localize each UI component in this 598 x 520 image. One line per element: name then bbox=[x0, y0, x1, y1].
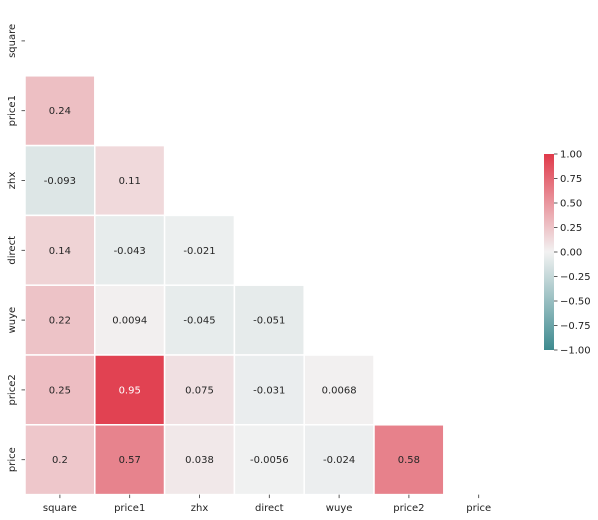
colorbar-tick-label: 0.00 bbox=[560, 248, 582, 259]
colorbar-tick-label: −1.00 bbox=[560, 346, 591, 357]
cell-value-label: -0.043 bbox=[114, 246, 146, 257]
x-tick-label: price1 bbox=[114, 503, 145, 514]
heatmap-cell bbox=[94, 144, 166, 217]
heatmap-cell bbox=[94, 424, 166, 496]
colorbar-tick-label: −0.25 bbox=[560, 272, 591, 283]
cell-value-label: -0.021 bbox=[183, 246, 215, 257]
cell-value-label: 0.24 bbox=[49, 106, 71, 117]
heatmap-cell bbox=[303, 424, 375, 496]
colorbar-tick-label: 0.25 bbox=[560, 223, 582, 234]
heatmap-cell bbox=[94, 354, 166, 426]
heatmap-cell bbox=[373, 424, 445, 496]
cell-value-label: 0.2 bbox=[52, 455, 68, 466]
heatmap-cells: 0.24 -0.093 0.11 0.14 -0.043 -0.021 0.22 0.0094… bbox=[24, 75, 445, 496]
x-tick-labels: square price1 zhx direct wuye price2 price bbox=[43, 494, 491, 514]
y-tick-label: zhx bbox=[7, 172, 18, 190]
colorbar-tick-label: −0.50 bbox=[560, 297, 591, 308]
x-tick-label: price2 bbox=[393, 503, 424, 514]
cell-value-label: 0.58 bbox=[398, 455, 420, 466]
cell-value-label: 0.22 bbox=[49, 316, 71, 327]
heatmap-cell bbox=[163, 424, 236, 496]
cell-value-label: 0.11 bbox=[119, 176, 141, 187]
cell-value-label: -0.045 bbox=[183, 316, 215, 327]
y-tick-label: price bbox=[7, 447, 18, 472]
y-tick-label: direct bbox=[7, 236, 18, 265]
cell-value-label: -0.0056 bbox=[250, 455, 289, 466]
x-tick-label: wuye bbox=[326, 503, 353, 514]
cell-value-label: 0.14 bbox=[49, 246, 71, 257]
colorbar-tick-label: 0.75 bbox=[560, 174, 582, 185]
cell-value-label: 0.0068 bbox=[322, 385, 357, 396]
cell-value-label: 0.075 bbox=[185, 385, 214, 396]
y-tick-label: square bbox=[7, 24, 18, 58]
y-tick-labels: square price1 zhx direct wuye price2 price bbox=[7, 24, 25, 472]
x-tick-label: price bbox=[466, 503, 491, 514]
cell-value-label: -0.051 bbox=[253, 316, 285, 327]
colorbar-tick-label: 0.50 bbox=[560, 199, 582, 210]
colorbar: 1.00 0.75 0.50 0.25 0.00 −0.25 −0.50 −0.75 −1.00 bbox=[544, 150, 591, 357]
cell-value-label: -0.093 bbox=[44, 176, 76, 187]
colorbar-tick-label: 1.00 bbox=[560, 150, 582, 161]
y-tick-label: price1 bbox=[7, 95, 18, 126]
y-tick-label: wuye bbox=[7, 307, 18, 334]
x-tick-label: zhx bbox=[191, 503, 209, 514]
heatmap-cell bbox=[24, 144, 96, 217]
cell-value-label: 0.0094 bbox=[112, 316, 147, 327]
colorbar-tick-label: −0.75 bbox=[560, 321, 591, 332]
y-tick-label: price2 bbox=[7, 374, 18, 405]
x-tick-label: direct bbox=[255, 503, 284, 514]
cell-value-label: 0.95 bbox=[119, 385, 141, 396]
heatmap-cell bbox=[24, 75, 96, 147]
cell-value-label: 0.038 bbox=[185, 455, 214, 466]
cell-value-label: 0.57 bbox=[119, 455, 141, 466]
colorbar-gradient bbox=[544, 154, 554, 350]
cell-value-label: 0.25 bbox=[49, 385, 71, 396]
cell-value-label: -0.024 bbox=[323, 455, 355, 466]
x-tick-label: square bbox=[43, 503, 77, 514]
heatmap-cell bbox=[233, 354, 305, 426]
cell-value-label: -0.031 bbox=[253, 385, 285, 396]
heatmap-cell bbox=[94, 284, 166, 356]
heatmap-cell bbox=[233, 284, 305, 356]
heatmap-cell bbox=[163, 214, 236, 286]
heatmap-cell bbox=[233, 424, 305, 496]
